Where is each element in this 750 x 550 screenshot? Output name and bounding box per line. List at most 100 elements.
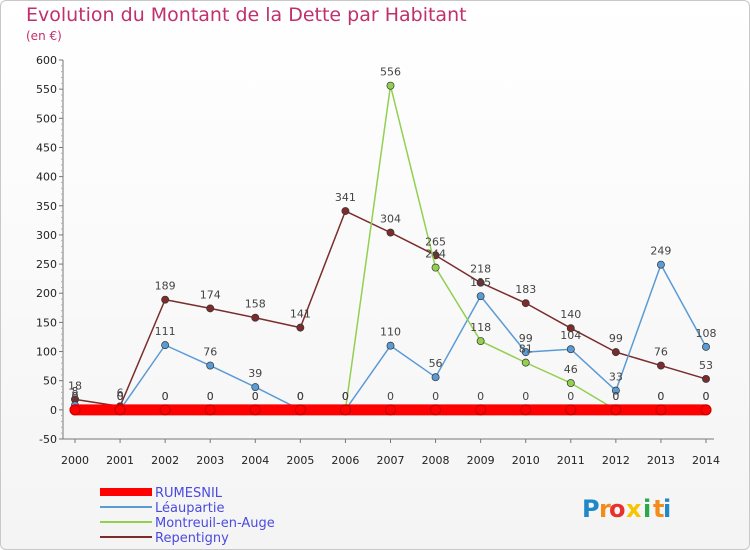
data-label: 99: [609, 332, 623, 345]
data-point: [114, 404, 126, 416]
data-label: 158: [245, 298, 266, 311]
legend-label: Repentigny: [155, 531, 229, 546]
data-label: 0: [387, 390, 394, 403]
data-point: [521, 348, 530, 357]
data-point: [565, 404, 577, 416]
y-tick-label: 550: [36, 83, 57, 96]
logo-letter: P: [582, 495, 600, 523]
legend-label: RUMESNIL: [155, 486, 223, 501]
legend-label: Montreuil-en-Auge: [155, 516, 275, 531]
data-point: [521, 299, 530, 308]
logo-letter: x: [626, 495, 642, 523]
data-point: [386, 341, 395, 350]
y-tick-label: 150: [36, 316, 57, 329]
x-tick-label: 2006: [331, 454, 359, 467]
data-label: 0: [522, 390, 529, 403]
y-tick-label: 600: [36, 54, 57, 67]
data-label: 0: [72, 390, 79, 403]
x-tick-label: 2014: [692, 454, 720, 467]
data-point: [655, 404, 667, 416]
data-point: [204, 404, 216, 416]
data-label: 18: [68, 379, 82, 392]
data-label: 108: [696, 327, 717, 340]
x-tick-label: 2002: [151, 454, 179, 467]
data-label: 556: [380, 66, 401, 79]
data-label: 6: [117, 386, 124, 399]
y-tick-label: 50: [43, 375, 57, 388]
data-label: 0: [117, 390, 124, 403]
x-tick-label: 2009: [467, 454, 495, 467]
x-tick-label: 2005: [286, 454, 314, 467]
data-label: 341: [335, 191, 356, 204]
data-label: 218: [470, 263, 491, 276]
data-label: 0: [703, 390, 710, 403]
data-point: [702, 342, 710, 351]
data-point: [700, 404, 712, 416]
data-label: 0: [612, 390, 619, 403]
data-label: 244: [425, 248, 446, 261]
logo-letter: r: [599, 495, 611, 523]
data-label: 8: [72, 385, 79, 398]
data-label: 53: [699, 359, 713, 372]
data-label: 0: [342, 390, 349, 403]
data-point: [702, 374, 710, 383]
data-point: [161, 295, 170, 304]
data-point: [521, 358, 530, 367]
x-tick-label: 2013: [647, 454, 675, 467]
y-tick-label: 200: [36, 287, 57, 300]
data-label: 118: [470, 321, 491, 334]
data-label: 189: [155, 280, 176, 293]
data-point: [386, 81, 395, 90]
data-label: 183: [515, 283, 536, 296]
data-point: [206, 361, 215, 370]
data-point: [475, 404, 487, 416]
data-point: [656, 260, 665, 269]
data-label: 0: [207, 390, 214, 403]
x-tick-label: 2012: [602, 454, 630, 467]
data-point: [339, 404, 351, 416]
data-label: 0: [432, 390, 439, 403]
data-label: 174: [200, 288, 221, 301]
data-label: 0: [297, 390, 304, 403]
data-label: 110: [380, 326, 401, 339]
data-label: 39: [248, 367, 262, 380]
logo-letter: t: [653, 495, 664, 523]
data-label: 33: [609, 371, 623, 384]
data-point: [656, 361, 665, 370]
data-point: [159, 404, 171, 416]
data-label: 104: [560, 329, 581, 342]
data-point: [566, 324, 575, 333]
y-tick-label: 250: [36, 258, 57, 271]
data-label: 0: [297, 390, 304, 403]
data-point: [566, 345, 575, 354]
data-point: [611, 386, 620, 395]
y-tick-label: 0: [50, 404, 57, 417]
data-label: 0: [657, 390, 664, 403]
data-label: 249: [650, 245, 671, 258]
data-label: 81: [519, 343, 533, 356]
data-label: 0: [477, 390, 484, 403]
data-label: 0: [252, 390, 259, 403]
x-tick-label: 2000: [61, 454, 89, 467]
series-line-montreuil-en-auge: [74, 84, 707, 411]
y-tick-label: 100: [36, 346, 57, 359]
data-point: [251, 383, 260, 392]
data-point: [476, 337, 485, 345]
data-label: 76: [654, 346, 668, 359]
chart-title: Evolution du Montant de la Dette par Hab…: [26, 4, 467, 26]
data-label: 0: [207, 390, 214, 403]
data-point: [610, 404, 622, 416]
data-point: [431, 373, 440, 382]
x-tick-label: 2001: [106, 454, 134, 467]
data-label: 141: [290, 308, 311, 321]
y-tick-label: 350: [36, 200, 57, 213]
data-label: 0: [612, 390, 619, 403]
data-point: [206, 304, 215, 313]
data-point: [294, 404, 306, 416]
data-point: [69, 404, 81, 416]
data-label: 304: [380, 213, 401, 226]
x-tick-label: 2011: [557, 454, 585, 467]
y-tick-label: 400: [36, 171, 57, 184]
